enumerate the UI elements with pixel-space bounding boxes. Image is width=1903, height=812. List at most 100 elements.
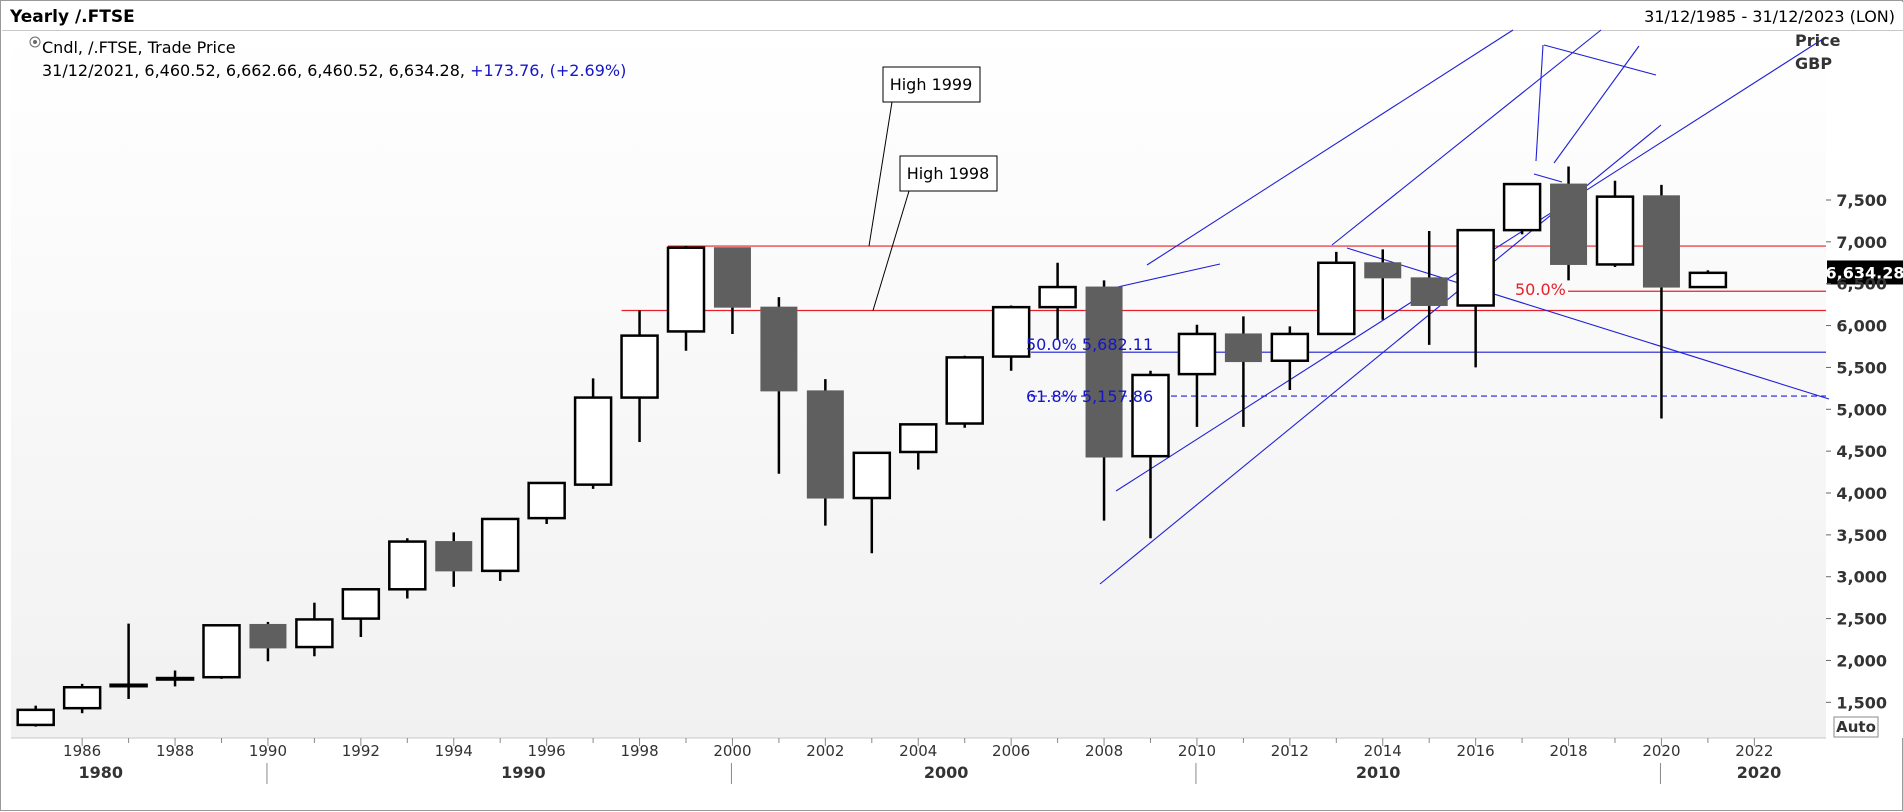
y-tick-label: 3,000 [1836,568,1887,587]
decade-label: 1990 [501,763,546,782]
candle-body [945,356,984,425]
decade-label: 2010 [1356,763,1401,782]
legend-ohlc: 31/12/2021, 6,460.52, 6,662.66, 6,460.52… [42,61,470,80]
candle-body [295,618,334,649]
candle-body [1502,182,1542,232]
candle-body [1550,183,1588,265]
auto-button[interactable]: Auto [1833,716,1879,738]
candle-body [899,423,938,454]
candle-body [852,451,892,500]
annotations: High 1999 High 1998 50.0% 5,682.11 61.8% 5,… [868,66,1903,406]
y-axis-unit: GBP [1795,54,1832,73]
candle-1997 [573,378,613,489]
legend-marker-dot [33,40,37,44]
candle-body [713,247,751,308]
candle-2008 [1085,280,1123,521]
candles [16,166,1728,727]
decade-label: 2000 [924,763,969,782]
candle-2003 [852,451,892,554]
legend-values: 31/12/2021, 6,460.52, 6,662.66, 6,460.52… [42,61,626,80]
candle-body [527,481,566,520]
candle-2021 [1688,270,1728,289]
y-axis-label: Price [1795,31,1841,50]
candle-body [388,540,427,591]
candle-body [1410,277,1448,306]
candle-body [1456,228,1495,307]
x-tick-label: 2004 [899,742,937,760]
x-tick-label: 2008 [1085,742,1123,760]
x-tick-label: 1994 [435,742,473,760]
trend-line [1346,247,1830,400]
candle-1990 [249,621,287,662]
candle-2009 [1131,370,1170,539]
y-tick-label: 2,000 [1836,651,1887,670]
candle-1995 [480,517,520,581]
trend-line [1533,173,1563,183]
candle-2007 [1038,262,1077,340]
candle-1989 [202,624,241,679]
candle-body [620,334,659,399]
x-tick-label: 1986 [63,742,101,760]
candle-2010 [1177,324,1217,427]
candle-body [1364,262,1402,279]
y-tick-label: 5,000 [1836,400,1887,419]
y-tick-label: 1,500 [1836,693,1887,712]
candle-body [480,517,520,573]
candle-2012 [1270,326,1310,391]
decade-label: 1980 [78,763,123,782]
candle-body [341,588,381,620]
x-tick-label: 1988 [156,742,194,760]
candle-body [666,246,706,333]
legend: Cndl, /.FTSE, Trade Price 31/12/2021, 6,… [29,36,626,80]
candle-body [1038,285,1077,309]
y-tick-label: 6,500 [1836,275,1887,294]
candle-1992 [341,588,381,638]
decade-label: 2020 [1737,763,1782,782]
candle-1994 [435,532,473,587]
y-tick-label: 5,500 [1836,358,1887,377]
title-bar: Yearly /.FTSE 31/12/1985 - 31/12/2023 (L… [2,2,1903,31]
candle-2002 [806,379,844,526]
candle-body [62,685,102,710]
last-price-label: 6,634.28 [1826,263,1903,282]
candle-2004 [899,423,938,470]
candle-2018 [1550,166,1588,281]
candle-body [1595,195,1635,266]
auto-button-box[interactable] [1833,716,1879,738]
x-tick-label: 2012 [1271,742,1309,760]
high-1998-label: High 1998 [907,164,990,183]
candle-body [1224,333,1262,363]
x-tick-label: 2018 [1549,742,1587,760]
trend-line [1553,45,1640,164]
candle-2001 [760,297,798,474]
x-tick-label: 1996 [528,742,566,760]
y-tick-label: 6,000 [1836,317,1887,336]
candle-2013 [1317,251,1356,336]
high-1999-label: High 1999 [890,75,973,94]
candle-body [573,396,613,486]
trend-line [1331,29,1602,246]
axis-panel [1826,31,1903,738]
x-tick-label: 2014 [1364,742,1402,760]
candle-1987 [109,623,148,699]
candle-body [435,541,473,572]
candle-body [1085,286,1123,458]
x-tick-label: 2000 [713,742,751,760]
x-axis: 1986 1988 1990 1992 1994 1996 1998 2000 2002 2004… [63,738,1781,784]
y-tick-label: 4,500 [1836,442,1887,461]
last-price-tag [1827,260,1903,285]
date-range: 31/12/1985 - 31/12/2023 (LON) [1644,7,1895,26]
candle-1991 [295,602,334,657]
high-1999-box [882,66,981,103]
candle-2015 [1410,230,1448,345]
candle-2000 [713,247,751,334]
candle-2011 [1224,316,1262,427]
candle-2006 [991,305,1031,371]
auto-button-label[interactable]: Auto [1836,718,1876,736]
x-tick-label: 2020 [1642,742,1680,760]
chart-title: Yearly /.FTSE [10,7,135,27]
high-1998-box [899,155,998,192]
legend-series: Cndl, /.FTSE, Trade Price [42,38,236,57]
